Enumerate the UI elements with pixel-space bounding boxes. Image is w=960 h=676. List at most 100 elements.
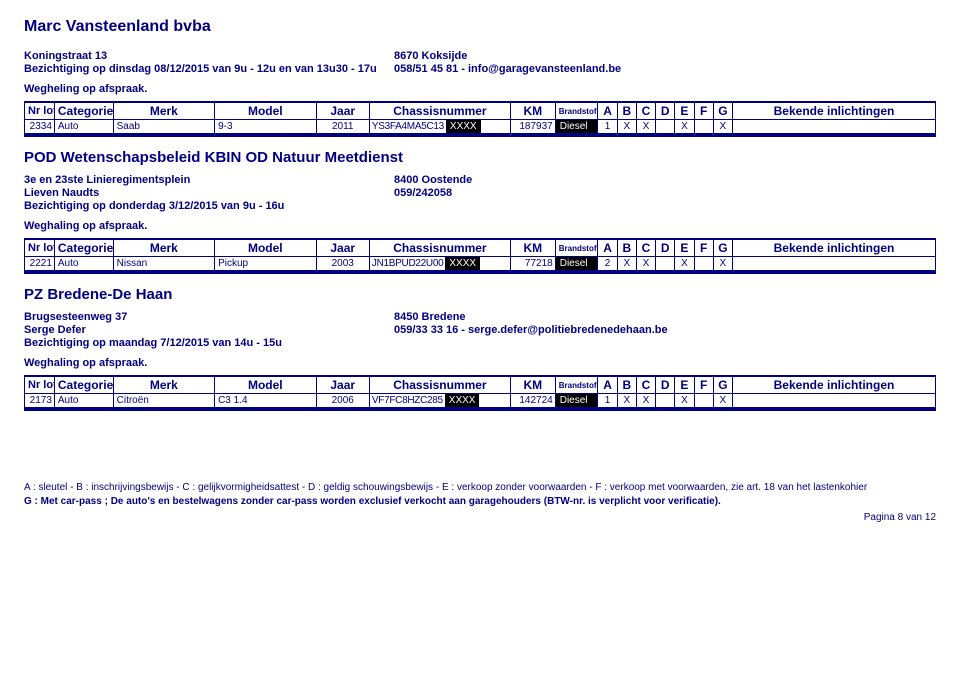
col-b: B: [617, 376, 636, 394]
col-merk: Merk: [113, 102, 214, 120]
col-b: B: [617, 239, 636, 257]
col-bekende: Bekende inlichtingen: [732, 239, 935, 257]
cell-bekende: [732, 257, 935, 273]
col-f: F: [694, 239, 713, 257]
cell-bekende: [732, 394, 935, 410]
col-e: E: [675, 239, 694, 257]
mask-icon: XXXX: [445, 394, 480, 407]
dealer-address-left: Koningstraat 13: [24, 50, 394, 62]
col-chassis: Chassisnummer: [369, 102, 510, 120]
col-categorie: Categorie: [54, 239, 113, 257]
sec3-note: Weghaling op afspraak.: [24, 357, 394, 369]
dealer-address-right-2: 058/51 45 81 - info@garagevansteenland.b…: [394, 63, 621, 75]
cell-fuel: Diesel: [555, 394, 598, 410]
col-a: A: [598, 102, 617, 120]
col-g: G: [713, 102, 732, 120]
dealer-address-right-1: 8670 Koksijde: [394, 50, 467, 62]
cell-e: X: [675, 394, 694, 410]
dealer-note: Wegheling op afspraak.: [24, 83, 394, 95]
cell-c: X: [636, 394, 655, 410]
cell-model: 9-3: [215, 120, 316, 136]
col-merk: Merk: [113, 376, 214, 394]
col-jaar: Jaar: [316, 102, 369, 120]
legend-line-2: G : Met car-pass ; De auto's en bestelwa…: [24, 495, 936, 509]
cell-c: X: [636, 120, 655, 136]
col-chassis: Chassisnummer: [369, 376, 510, 394]
cell-g: X: [713, 257, 732, 273]
cell-f: [694, 120, 713, 136]
vehicle-table-1: Nr lotCategorieMerkModelJaarChassisnumme…: [24, 101, 936, 137]
col-categorie: Categorie: [54, 376, 113, 394]
cell-bekende: [732, 120, 935, 136]
col-nrlot: Nr lot: [25, 239, 55, 257]
cell-km: 142724: [510, 394, 555, 410]
col-c: C: [636, 102, 655, 120]
dealer-visit: Bezichtiging op dinsdag 08/12/2015 van 9…: [24, 63, 394, 75]
cell-g: X: [713, 394, 732, 410]
sec2-addr-right-1: 8400 Oostende: [394, 174, 472, 186]
cell-merk: Saab: [113, 120, 214, 136]
cell-cat: Auto: [54, 394, 113, 410]
col-brandstof: Brandstof: [555, 376, 598, 394]
sec3-visit: Bezichtiging op maandag 7/12/2015 van 14…: [24, 337, 394, 349]
col-f: F: [694, 102, 713, 120]
cell-c: X: [636, 257, 655, 273]
cell-nr: 2173: [25, 394, 55, 410]
mask-icon: XXXX: [445, 257, 480, 270]
col-model: Model: [215, 102, 316, 120]
cell-b: X: [617, 120, 636, 136]
col-model: Model: [215, 239, 316, 257]
cell-f: [694, 257, 713, 273]
col-c: C: [636, 376, 655, 394]
cell-f: [694, 394, 713, 410]
col-jaar: Jaar: [316, 239, 369, 257]
table-row: 2173AutoCitroënC3 1.42006VF7FC8HZC285XXX…: [25, 394, 936, 410]
col-bekende: Bekende inlichtingen: [732, 102, 935, 120]
table-row: 2334AutoSaab9-32011YS3FA4MA5C13XXXX18793…: [25, 120, 936, 136]
cell-fuel: Diesel: [555, 120, 598, 136]
section-title: POD Wetenschapsbeleid KBIN OD Natuur Mee…: [24, 149, 936, 166]
col-e: E: [675, 102, 694, 120]
cell-jaar: 2011: [316, 120, 369, 136]
cell-model: C3 1.4: [215, 394, 316, 410]
col-c: C: [636, 239, 655, 257]
cell-a: 2: [598, 257, 617, 273]
col-b: B: [617, 102, 636, 120]
col-nrlot: Nr lot: [25, 102, 55, 120]
cell-b: X: [617, 394, 636, 410]
cell-chassis: VF7FC8HZC285XXXX: [369, 394, 510, 410]
section-title: PZ Bredene-De Haan: [24, 286, 936, 303]
col-d: D: [656, 239, 675, 257]
dealer-name: Marc Vansteenland bvba: [24, 18, 936, 36]
legend-line-1: A : sleutel - B : inschrijvingsbewijs - …: [24, 481, 936, 495]
cell-cat: Auto: [54, 257, 113, 273]
col-bekende: Bekende inlichtingen: [732, 376, 935, 394]
page-number: Pagina 8 van 12: [24, 512, 936, 523]
col-model: Model: [215, 376, 316, 394]
cell-nr: 2221: [25, 257, 55, 273]
col-categorie: Categorie: [54, 102, 113, 120]
col-a: A: [598, 376, 617, 394]
cell-merk: Citroën: [113, 394, 214, 410]
sec3-addr-right-2: 059/33 33 16 - serge.defer@politiebreden…: [394, 324, 668, 336]
cell-d: [656, 120, 675, 136]
col-g: G: [713, 376, 732, 394]
cell-jaar: 2006: [316, 394, 369, 410]
cell-d: [656, 394, 675, 410]
col-km: KM: [510, 376, 555, 394]
sec2-note: Weghaling op afspraak.: [24, 220, 394, 232]
legend: A : sleutel - B : inschrijvingsbewijs - …: [24, 481, 936, 508]
cell-d: [656, 257, 675, 273]
vehicle-table-3: Nr lotCategorieMerkModelJaarChassisnumme…: [24, 375, 936, 411]
col-brandstof: Brandstof: [555, 102, 598, 120]
table-row: 2221AutoNissanPickup2003JN1BPUD22U00XXXX…: [25, 257, 936, 273]
col-g: G: [713, 239, 732, 257]
col-km: KM: [510, 239, 555, 257]
cell-jaar: 2003: [316, 257, 369, 273]
cell-model: Pickup: [215, 257, 316, 273]
col-e: E: [675, 376, 694, 394]
cell-e: X: [675, 120, 694, 136]
cell-a: 1: [598, 394, 617, 410]
sec2-visit: Bezichtiging op donderdag 3/12/2015 van …: [24, 200, 394, 212]
cell-merk: Nissan: [113, 257, 214, 273]
